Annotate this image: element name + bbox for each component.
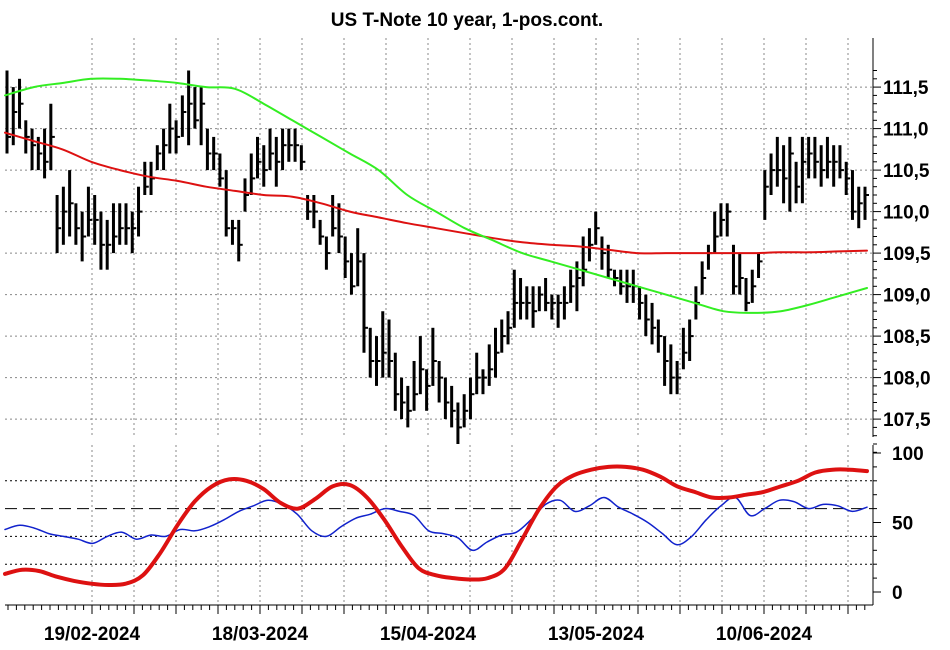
- x-tick-label: 13/05-2024: [548, 624, 645, 645]
- y-tick-label-upper: 110,5: [883, 161, 930, 182]
- y-tick-label-upper: 108,0: [883, 369, 931, 390]
- axes: [5, 38, 881, 614]
- x-tick-label: 18/03-2024: [212, 624, 309, 645]
- oscillator-grid: [5, 445, 873, 605]
- y-tick-label-lower: 100: [892, 444, 924, 465]
- tick-labels: 111,5 111,0 110,5 110,0 109,5 109,0 108,5 108,0…: [44, 78, 931, 645]
- oscillator-fast-line: [4, 496, 868, 552]
- y-tick-label-upper: 110,0: [883, 203, 930, 224]
- y-tick-label-lower: 50: [892, 514, 913, 535]
- chart-title: US T-Note 10 year, 1-pos.cont.: [331, 10, 603, 31]
- x-tick-label: 15/04-2024: [380, 624, 477, 645]
- y-tick-label-upper: 111,0: [883, 120, 928, 141]
- x-tick-label: 10/06-2024: [716, 624, 813, 645]
- moving-average-long: [4, 131, 868, 255]
- y-tick-label-lower: 0: [892, 583, 903, 604]
- y-tick-label-upper: 109,0: [883, 286, 931, 307]
- moving-averages: [4, 77, 868, 314]
- oscillator-lines: [3, 464, 869, 588]
- moving-average-short: [4, 77, 868, 314]
- oscillator-slow-line: [3, 464, 869, 588]
- x-tick-label: 19/02-2024: [44, 624, 141, 645]
- y-tick-label-upper: 109,5: [883, 244, 931, 265]
- y-tick-label-upper: 108,5: [883, 327, 931, 348]
- price-grid: [5, 38, 873, 437]
- price-bars: [5, 70, 869, 444]
- y-tick-label-upper: 111,5: [883, 78, 929, 99]
- y-tick-label-upper: 107,5: [883, 410, 931, 431]
